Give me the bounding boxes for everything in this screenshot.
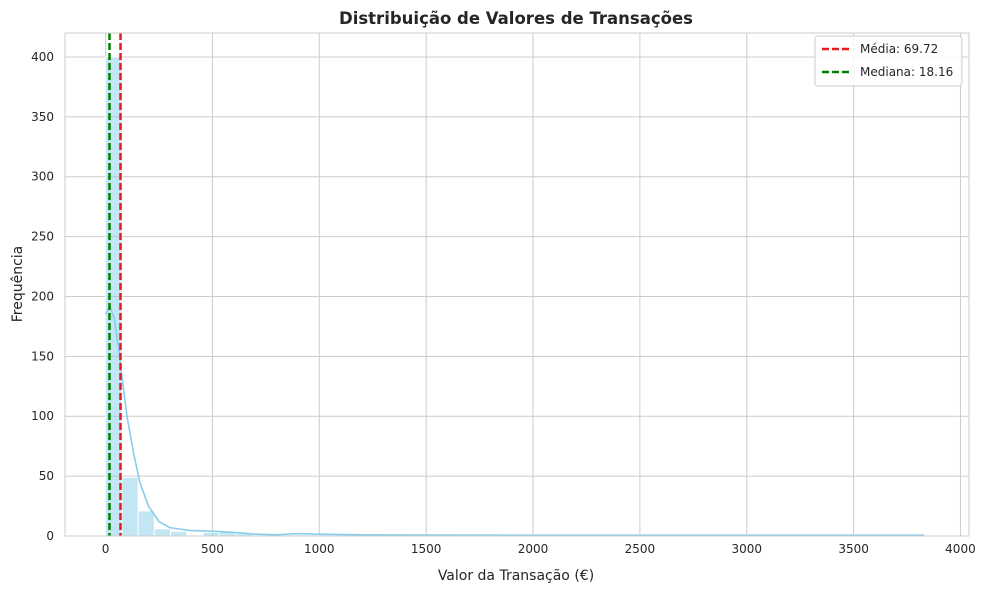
y-tick-label: 0 xyxy=(46,529,54,543)
histogram-bar xyxy=(170,530,188,537)
y-tick-label: 250 xyxy=(31,230,54,244)
histogram-bar xyxy=(202,531,220,537)
x-tick-label: 4000 xyxy=(945,542,976,556)
chart-title: Distribuição de Valores de Transações xyxy=(339,9,693,28)
reference-lines-layer xyxy=(108,33,122,536)
y-tick-label: 50 xyxy=(39,469,54,483)
y-tick-label: 300 xyxy=(31,170,54,184)
kde-layer xyxy=(104,304,925,536)
x-tick-label: 1500 xyxy=(411,542,442,556)
histogram-bar xyxy=(121,476,139,537)
y-tick-label: 350 xyxy=(31,110,54,124)
bars-layer xyxy=(105,56,919,537)
x-tick-label: 3500 xyxy=(838,542,869,556)
y-tick-labels: 0 50 100 150 200 250 300 350 400 xyxy=(31,50,54,543)
grid-layer xyxy=(65,33,969,537)
y-tick-label: 150 xyxy=(31,349,54,363)
legend-median-label: Mediana: 18.16 xyxy=(860,65,953,79)
x-tick-label: 3000 xyxy=(731,542,762,556)
x-axis-label: Valor da Transação (€) xyxy=(438,568,594,584)
y-tick-label: 200 xyxy=(31,289,54,303)
x-tick-label: 2500 xyxy=(625,542,656,556)
histogram-bar xyxy=(137,510,155,537)
y-axis-label: Frequência xyxy=(10,246,26,323)
x-tick-label: 1000 xyxy=(304,542,335,556)
x-tick-labels: 0 500 1000 1500 2000 2500 3000 3500 4000 xyxy=(102,542,976,556)
legend: Média: 69.72 Mediana: 18.16 xyxy=(814,35,963,87)
kde-curve xyxy=(104,304,925,536)
legend-mean-label: Média: 69.72 xyxy=(860,42,938,56)
x-tick-label: 500 xyxy=(201,542,224,556)
histogram-bar xyxy=(153,528,172,537)
legend-box xyxy=(814,35,963,87)
plot-frame xyxy=(64,32,970,537)
x-tick-label: 2000 xyxy=(518,542,549,556)
y-tick-label: 400 xyxy=(31,50,54,64)
x-tick-label: 0 xyxy=(102,542,110,556)
y-tick-label: 100 xyxy=(31,409,54,423)
